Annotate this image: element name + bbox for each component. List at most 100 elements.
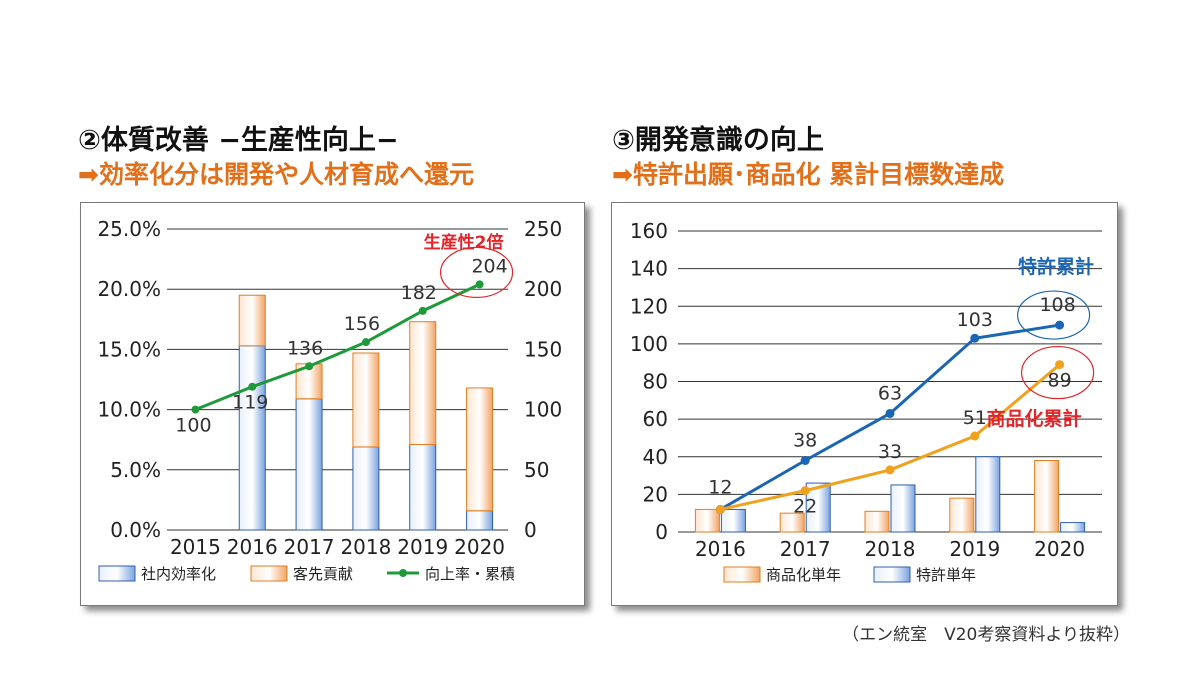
y-left-tick-label: 10.0%: [97, 398, 161, 422]
legend-label: 特許単年: [916, 566, 976, 584]
x-tick-label: 2015: [170, 535, 221, 559]
line-point: [885, 465, 895, 475]
bar-customer-contribution: [238, 294, 266, 347]
bar-product-annual: [779, 512, 805, 533]
legend-swatch-internal-efficiency: [98, 565, 136, 582]
y-tick-label: 160: [630, 219, 668, 243]
line-point: [885, 408, 895, 418]
y-tick-label: 100: [630, 332, 668, 356]
bar-internal-efficiency: [409, 444, 437, 531]
x-tick-label: 2016: [227, 535, 278, 559]
y-tick-label: 40: [643, 445, 668, 469]
data-label: 103: [957, 309, 993, 331]
legend-label: 客先貢献: [293, 565, 353, 583]
bar-customer-contribution: [352, 352, 380, 448]
x-tick-label: 2019: [949, 537, 1000, 561]
highlight-circle: [439, 246, 514, 298]
y-left-tick-label: 20.0%: [97, 277, 161, 301]
legend-swatch-patent-annual: [873, 566, 911, 583]
y-tick-label: 140: [630, 257, 668, 281]
data-label: 100: [175, 415, 211, 437]
y-left-tick-label: 25.0%: [97, 217, 161, 241]
bar-product-annual: [1034, 460, 1060, 533]
bar-product-annual: [864, 510, 890, 533]
data-label: 182: [401, 282, 437, 304]
y-tick-label: 20: [643, 482, 668, 506]
y-tick-label: 0: [655, 520, 668, 544]
left-subheading: ➡効率化分は開発や人材育成へ還元: [78, 160, 474, 189]
x-tick-label: 2018: [340, 535, 391, 559]
right-chart-panel: 0 20 40 60 80 100 120 140 160 2016 2017 2018 2019 202…: [611, 202, 1118, 606]
data-label: 51: [963, 407, 987, 429]
productivity-chart: 0.0% 5.0% 10.0% 15.0% 20.0% 25.0% 0 50 100 150 200…: [97, 217, 562, 583]
data-label: 119: [232, 392, 268, 414]
line-point: [1055, 360, 1065, 370]
y-left-tick-label: 0.0%: [110, 518, 161, 542]
bar-internal-efficiency: [466, 510, 494, 531]
line-point: [715, 504, 725, 514]
bar-patent-annual: [890, 484, 916, 533]
data-label: 63: [878, 382, 902, 404]
data-label: 108: [1039, 294, 1075, 316]
y-right-tick-label: 0: [524, 518, 537, 542]
line-point: [1055, 320, 1065, 330]
bar-product-annual: [694, 508, 720, 533]
source-note: （エン統室 V20考察資料より抜粋）: [842, 625, 1130, 645]
series-label-product-total: 商品化累計: [986, 407, 1081, 430]
line-point: [800, 456, 810, 466]
y-right-tick-label: 100: [524, 398, 562, 422]
data-label: 89: [1048, 370, 1072, 392]
data-label: 38: [793, 430, 817, 452]
bar-customer-contribution: [409, 321, 437, 446]
bar-customer-contribution: [466, 387, 494, 512]
data-label: 12: [708, 476, 732, 498]
data-label: 22: [793, 496, 817, 518]
x-tick-label: 2018: [865, 537, 916, 561]
y-right-tick-label: 200: [524, 277, 562, 301]
bar-internal-efficiency: [238, 345, 266, 531]
annotation-label: 生産性2倍: [424, 232, 504, 253]
y-left-tick-label: 15.0%: [97, 337, 161, 361]
y-right-tick-label: 250: [524, 217, 562, 241]
x-tick-label: 2017: [780, 537, 831, 561]
bar-patent-annual: [1060, 522, 1086, 533]
line-point: [475, 280, 484, 289]
line-point: [418, 306, 427, 315]
bar-patent-annual: [720, 508, 746, 533]
y-right-tick-label: 50: [524, 458, 549, 482]
highlight-circle-patent: [1017, 290, 1091, 340]
y-tick-label: 80: [643, 370, 668, 394]
legend-swatch-customer-contribution: [250, 565, 288, 582]
patent-product-chart: 0 20 40 60 80 100 120 140 160 2016 2017 2018 2019 202…: [630, 219, 1102, 584]
data-label: 33: [878, 441, 902, 463]
right-heading: ③開発意識の向上: [612, 125, 824, 156]
series-label-patent-total: 特許累計: [1018, 255, 1094, 278]
legend-label: 社内効率化: [141, 565, 216, 583]
legend-swatch-product-annual: [723, 566, 761, 583]
line-point: [361, 338, 370, 347]
line-point: [191, 405, 200, 414]
bar-patent-annual: [975, 456, 1001, 533]
x-tick-label: 2020: [454, 535, 505, 559]
bar-internal-efficiency: [352, 446, 380, 531]
line-point: [305, 362, 314, 371]
y-tick-label: 60: [643, 407, 668, 431]
x-tick-label: 2019: [397, 535, 448, 559]
bar-internal-efficiency: [295, 398, 323, 531]
data-label: 156: [344, 313, 380, 335]
right-subheading: ➡特許出願･商品化 累計目標数達成: [612, 160, 1005, 189]
highlight-circle-product: [1021, 345, 1095, 400]
x-tick-label: 2016: [695, 537, 746, 561]
line-point: [248, 382, 257, 391]
line-point: [970, 431, 980, 441]
line-point: [800, 486, 810, 496]
legend-marker: [399, 569, 407, 577]
line-point: [970, 333, 980, 343]
bar-patent-annual: [805, 482, 831, 533]
y-tick-label: 120: [630, 294, 668, 318]
left-chart-panel: 0.0% 5.0% 10.0% 15.0% 20.0% 25.0% 0 50 100 150 200…: [80, 202, 585, 606]
line-productivity-series: [194, 283, 481, 411]
legend-label: 向上率・累積: [425, 565, 515, 583]
y-right-tick-label: 150: [524, 337, 562, 361]
y-left-tick-label: 5.0%: [110, 458, 161, 482]
